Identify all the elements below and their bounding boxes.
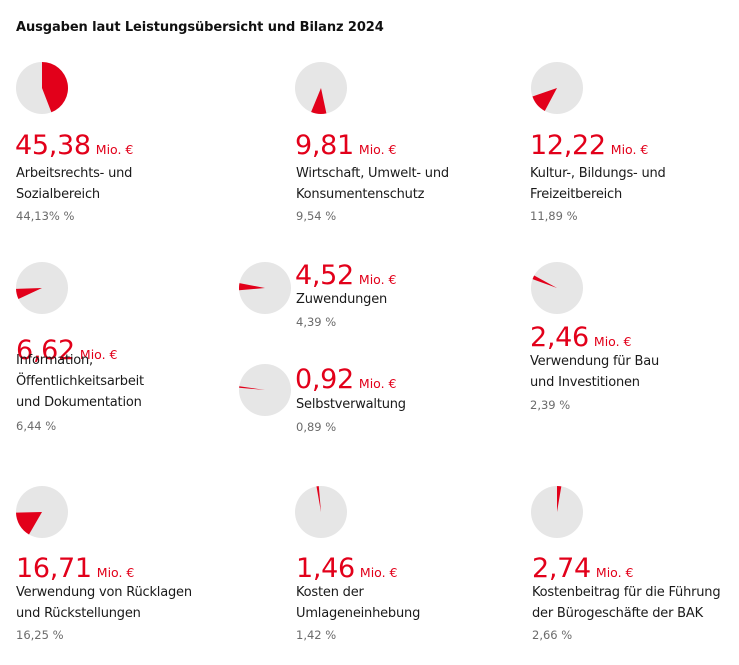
pie-slice-10 [557,486,562,512]
pie-chart-2 [295,62,347,114]
category-label-line: Wirtschaft, Umwelt- und [296,166,449,181]
category-label-line: Sozialbereich [16,187,100,202]
pie-chart-4 [16,262,68,314]
amount-1: 45,38 Mio. € [15,132,133,159]
amount-8: 16,71 Mio. € [16,555,134,582]
amount-unit: Mio. € [595,565,634,580]
pie-chart-9 [295,486,347,538]
amount-value: 9,81 [295,130,354,161]
category-label-6: Selbstverwaltung [296,394,406,415]
percent-share-1: 44,13% % [16,209,75,223]
category-label-line: Verwendung für Bau [530,354,660,369]
category-label-9: Kosten der Umlageneinhebung [296,582,420,624]
category-label-line: Umlageneinhebung [296,606,421,621]
pie-chart-8 [16,486,68,538]
category-label-10: Kostenbeitrag für die Führung der Büroges… [532,582,721,624]
amount-value: 1,46 [296,553,355,584]
category-label-line: der Bürogeschäfte der BAK [532,606,703,621]
amount-unit: Mio. € [358,142,397,157]
chart-title: Ausgaben laut Leistungsübersicht und Bil… [16,20,384,35]
category-label-line: Arbeitsrechts- und [16,166,133,181]
category-label-line: und Dokumentation [16,395,142,410]
category-label-line: und Rückstellungen [16,606,141,621]
category-label-line: Öffentlichkeitsarbeit [16,374,144,389]
amount-2: 9,81 Mio. € [295,132,397,159]
percent-share-4: 6,44 % [16,419,57,433]
amount-unit: Mio. € [359,565,398,580]
category-label-7: Verwendung für Bau und Investitionen [530,351,659,393]
pie-chart-3 [531,62,583,114]
category-label-line: Kostenbeitrag für die Führung [532,585,721,600]
pie-slice-5 [239,283,265,291]
percent-share-6: 0,89 % [296,420,337,434]
amount-7: 2,46 Mio. € [530,324,632,351]
pie-slice-2 [311,88,327,114]
amount-5: 4,52 Mio. € [295,262,397,289]
percent-share-10: 2,66 % [532,628,573,642]
pie-chart-10 [531,486,583,538]
pie-slice-8 [16,512,42,535]
amount-10: 2,74 Mio. € [532,555,634,582]
amount-9: 1,46 Mio. € [296,555,398,582]
category-label-line: und Investitionen [530,375,640,390]
amount-4: 6,62 Mio. € [16,337,118,364]
pie-slice-7 [532,275,557,288]
pie-chart-6 [239,364,291,416]
category-label-4: Information, Öffentlichkeitsarbeit und Dok… [16,350,144,413]
pie-slice-3 [532,88,557,111]
amount-value: 2,74 [532,553,591,584]
category-label-line: Information, [16,353,93,368]
percent-share-2: 9,54 % [296,209,337,223]
amount-unit: Mio. € [79,347,118,362]
amount-value: 6,62 [16,335,75,366]
pie-slice-6 [239,386,265,390]
pie-slice-1 [42,62,68,113]
amount-value: 2,46 [530,322,589,353]
category-label-line: Kosten der [296,585,364,600]
category-label-5: Zuwendungen [296,289,387,310]
percent-share-7: 2,39 % [530,398,571,412]
category-label-line: Verwendung von Rücklagen [16,585,192,600]
percent-share-5: 4,39 % [296,315,337,329]
percent-share-8: 16,25 % [16,628,64,642]
pie-chart-1 [16,62,68,114]
category-label-2: Wirtschaft, Umwelt- und Konsumentenschutz [296,163,449,205]
amount-3: 12,22 Mio. € [530,132,648,159]
amount-unit: Mio. € [358,272,397,287]
category-label-line: Selbstverwaltung [296,397,406,412]
category-label-line: Konsumentenschutz [296,187,425,202]
amount-unit: Mio. € [593,334,632,349]
amount-6: 0,92 Mio. € [295,366,397,393]
category-label-3: Kultur-, Bildungs- und Freizeitbereich [530,163,666,205]
pie-chart-7 [531,262,583,314]
amount-value: 12,22 [530,130,606,161]
category-label-1: Arbeitsrechts- und Sozialbereich [16,163,132,205]
amount-unit: Mio. € [610,142,649,157]
percent-share-3: 11,89 % [530,209,578,223]
pie-slice-4 [16,288,42,299]
category-label-line: Freizeitbereich [530,187,623,202]
amount-value: 45,38 [15,130,91,161]
category-label-line: Zuwendungen [296,292,388,307]
amount-value: 0,92 [295,364,354,395]
amount-value: 16,71 [16,553,92,584]
amount-unit: Mio. € [358,376,397,391]
category-label-line: Kultur-, Bildungs- und [530,166,666,181]
percent-share-9: 1,42 % [296,628,337,642]
pie-chart-5 [239,262,291,314]
amount-value: 4,52 [295,260,354,291]
pie-slice-9 [316,486,321,512]
amount-unit: Mio. € [95,142,134,157]
category-label-8: Verwendung von Rücklagen und Rückstellung… [16,582,192,624]
amount-unit: Mio. € [96,565,135,580]
